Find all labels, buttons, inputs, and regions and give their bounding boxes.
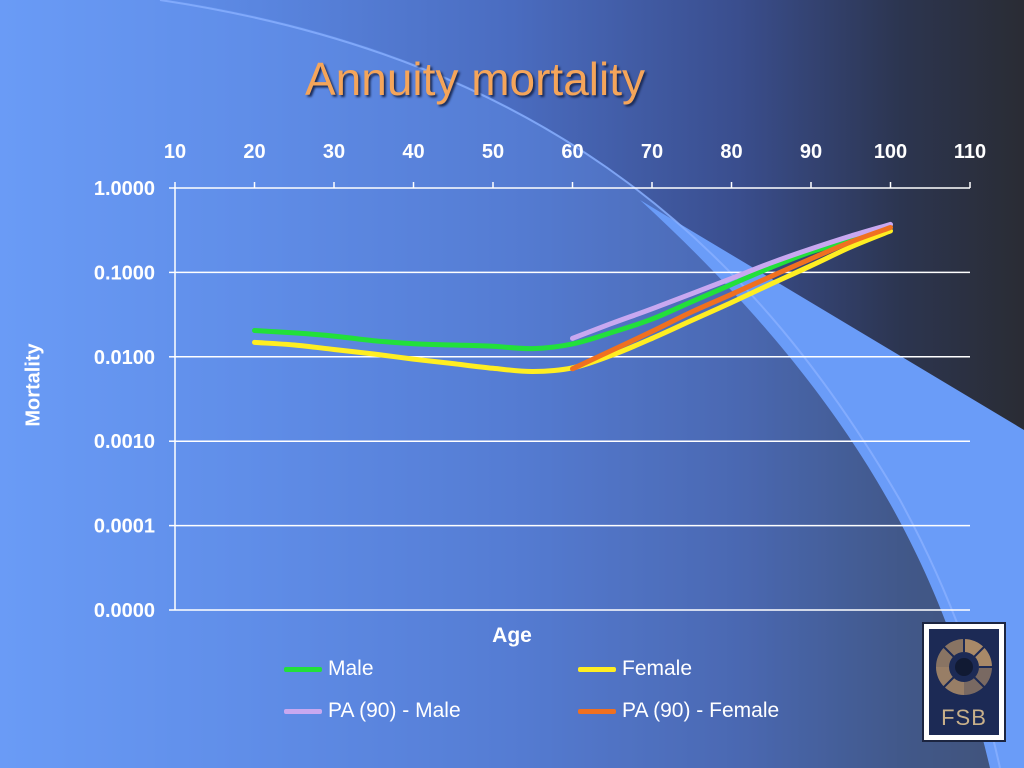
y-tick-label: 0.0000: [94, 600, 155, 622]
y-tick-labels: 1.0000 0.1000 0.0100 0.0010 0.0001 0.0000: [94, 178, 155, 622]
axes: [169, 182, 971, 611]
x-tick-label: 90: [800, 141, 822, 163]
legend-label-male: Male: [328, 657, 374, 680]
x-tick-label: 50: [482, 141, 504, 163]
slide-title: Annuity mortality: [305, 53, 646, 105]
legend-label-pa90-male: PA (90) - Male: [328, 699, 461, 722]
fsb-logo-mark: FSB: [929, 629, 999, 735]
legend-swatch-female: [578, 666, 616, 672]
y-tick-label: 0.0100: [94, 347, 155, 369]
y-tick-label: 1.0000: [94, 178, 155, 200]
x-tick-label: 10: [164, 141, 186, 163]
y-axis-title: Mortality: [22, 343, 45, 427]
fsb-logo-text: FSB: [941, 705, 987, 730]
x-tick-label: 20: [243, 141, 265, 163]
x-tick-label: 40: [402, 141, 424, 163]
x-tick-label: 30: [323, 141, 345, 163]
legend-label-female: Female: [622, 657, 693, 680]
gridlines: [175, 187, 970, 611]
x-tick-label: 110: [954, 141, 986, 163]
x-axis-title: Age: [492, 624, 532, 647]
legend-item-male: Male: [284, 657, 374, 681]
x-tick-label: 100: [874, 141, 907, 163]
series-line-male: [252, 225, 893, 352]
x-tick-labels: 10 20 30 40 50 60 70 80 90 100 110: [164, 141, 986, 163]
series-line-pa-90-male: [570, 221, 893, 341]
x-tick-label: 70: [641, 141, 663, 163]
legend-label-pa90-female: PA (90) - Female: [622, 699, 780, 722]
fsb-emblem-icon: [936, 639, 992, 695]
series-line-pa-90-female: [570, 225, 893, 372]
legend-item-female: Female: [578, 657, 692, 681]
fsb-logo: FSB: [922, 622, 1006, 742]
legend-item-pa90-male: PA (90) - Male: [284, 699, 461, 723]
y-tick-label: 0.0001: [94, 516, 155, 538]
x-tick-label: 60: [561, 141, 583, 163]
legend-swatch-pa90-female: [578, 708, 616, 714]
y-tick-label: 0.1000: [94, 262, 155, 284]
y-tick-label: 0.0010: [94, 431, 155, 453]
legend-item-pa90-female: PA (90) - Female: [578, 699, 779, 723]
series-lines: [252, 221, 893, 375]
legend-swatch-pa90-male: [284, 708, 322, 714]
legend-swatch-male: [284, 666, 322, 672]
x-tick-label: 80: [720, 141, 742, 163]
